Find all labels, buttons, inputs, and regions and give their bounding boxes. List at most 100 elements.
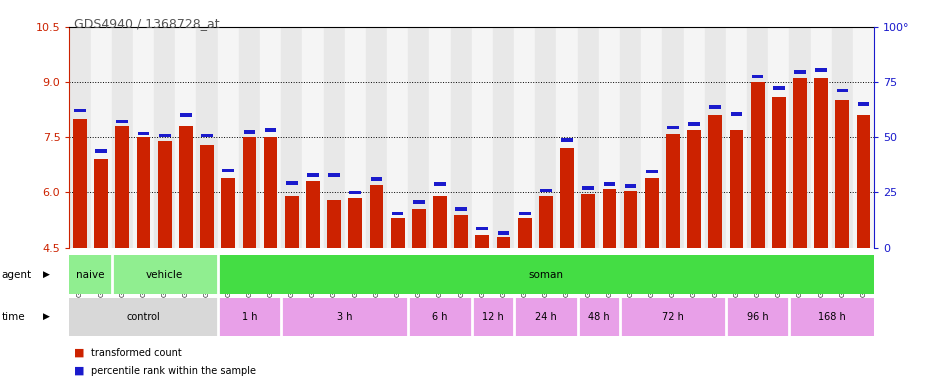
Text: time: time bbox=[2, 312, 26, 322]
Bar bbox=[623, 190, 637, 248]
Bar bbox=[752, 75, 763, 78]
Bar bbox=[285, 196, 299, 248]
Bar bbox=[217, 27, 239, 248]
Bar bbox=[498, 231, 510, 235]
Bar bbox=[857, 102, 869, 106]
Bar bbox=[583, 186, 594, 190]
Text: 72 h: 72 h bbox=[662, 312, 684, 322]
Text: 24 h: 24 h bbox=[535, 312, 557, 322]
Text: soman: soman bbox=[528, 270, 563, 280]
Bar bbox=[667, 126, 679, 129]
Bar bbox=[201, 134, 213, 137]
Bar bbox=[265, 128, 277, 132]
Bar bbox=[408, 27, 429, 248]
Text: ■: ■ bbox=[74, 348, 84, 358]
Bar bbox=[264, 137, 278, 248]
Bar bbox=[281, 298, 408, 336]
Bar bbox=[390, 218, 404, 248]
Bar bbox=[853, 27, 874, 248]
Bar bbox=[620, 298, 726, 336]
Text: 1 h: 1 h bbox=[241, 312, 257, 322]
Bar bbox=[222, 169, 234, 172]
Bar bbox=[832, 27, 853, 248]
Text: ■: ■ bbox=[74, 366, 84, 376]
Bar bbox=[392, 212, 403, 215]
Bar bbox=[662, 27, 684, 248]
Text: vehicle: vehicle bbox=[146, 270, 183, 280]
Bar bbox=[327, 200, 341, 248]
Bar bbox=[598, 27, 620, 248]
Bar bbox=[726, 27, 747, 248]
Bar bbox=[91, 27, 112, 248]
Bar bbox=[836, 89, 848, 93]
Text: 6 h: 6 h bbox=[432, 312, 448, 322]
Bar bbox=[795, 70, 806, 74]
Bar bbox=[519, 212, 531, 215]
Text: ▶: ▶ bbox=[43, 312, 49, 321]
Bar bbox=[434, 182, 446, 186]
Bar bbox=[200, 145, 214, 248]
Bar bbox=[95, 149, 107, 153]
Bar bbox=[666, 134, 680, 248]
Bar bbox=[709, 105, 722, 109]
Bar bbox=[137, 137, 151, 248]
Bar bbox=[624, 184, 636, 188]
Bar bbox=[412, 209, 426, 248]
Bar bbox=[260, 27, 281, 248]
Bar bbox=[789, 27, 810, 248]
Bar bbox=[793, 78, 807, 248]
Text: percentile rank within the sample: percentile rank within the sample bbox=[91, 366, 255, 376]
Bar bbox=[94, 159, 108, 248]
Bar bbox=[835, 101, 849, 248]
Bar bbox=[475, 235, 489, 248]
Bar bbox=[175, 27, 196, 248]
Text: GDS4940 / 1368728_at: GDS4940 / 1368728_at bbox=[74, 17, 219, 30]
Bar bbox=[620, 27, 641, 248]
Bar bbox=[159, 134, 170, 137]
Bar bbox=[242, 137, 256, 248]
Bar bbox=[454, 215, 468, 248]
Bar bbox=[814, 78, 828, 248]
Bar bbox=[112, 255, 217, 294]
Text: 168 h: 168 h bbox=[818, 312, 845, 322]
Bar bbox=[514, 298, 577, 336]
Bar bbox=[371, 177, 382, 181]
Bar bbox=[117, 120, 129, 123]
Bar bbox=[493, 27, 514, 248]
Bar bbox=[641, 27, 662, 248]
Bar bbox=[472, 27, 493, 248]
Bar bbox=[603, 182, 615, 186]
Bar bbox=[158, 141, 171, 248]
Bar bbox=[581, 194, 595, 248]
Bar bbox=[773, 86, 784, 90]
Bar bbox=[688, 122, 700, 126]
Bar bbox=[239, 27, 260, 248]
Bar bbox=[450, 27, 472, 248]
Bar bbox=[112, 27, 133, 248]
Text: transformed count: transformed count bbox=[91, 348, 181, 358]
Bar bbox=[772, 97, 785, 248]
Bar bbox=[196, 27, 217, 248]
Text: control: control bbox=[127, 312, 160, 322]
Bar bbox=[536, 27, 557, 248]
Bar bbox=[476, 227, 488, 230]
Bar bbox=[705, 27, 726, 248]
Bar bbox=[557, 27, 577, 248]
Bar bbox=[281, 27, 302, 248]
Bar bbox=[324, 27, 345, 248]
Bar bbox=[561, 138, 573, 142]
Bar bbox=[751, 82, 765, 248]
Text: naive: naive bbox=[76, 270, 105, 280]
Bar bbox=[577, 27, 598, 248]
Bar bbox=[747, 27, 769, 248]
Bar bbox=[709, 115, 722, 248]
Bar bbox=[540, 189, 551, 192]
Bar bbox=[789, 298, 874, 336]
Text: ▶: ▶ bbox=[43, 270, 49, 279]
Text: 12 h: 12 h bbox=[482, 312, 504, 322]
Bar bbox=[518, 218, 532, 248]
Bar bbox=[221, 178, 235, 248]
Bar bbox=[366, 27, 387, 248]
Bar bbox=[433, 196, 447, 248]
Bar bbox=[413, 200, 425, 204]
